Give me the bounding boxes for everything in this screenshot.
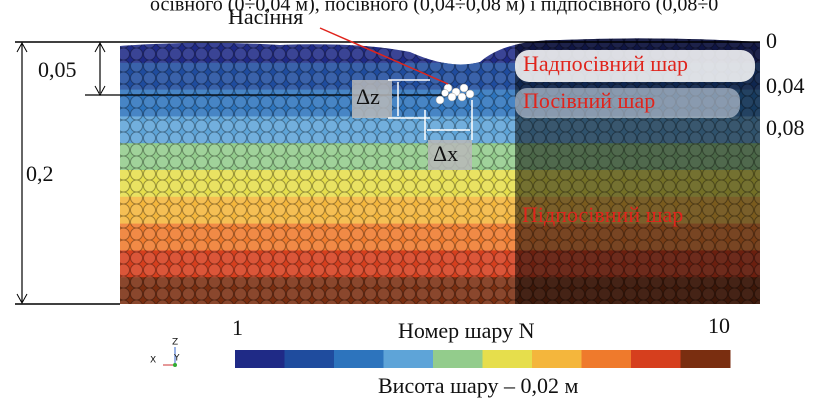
depth-mark: 0 [766, 28, 777, 53]
colorbar-caption: Висота шару – 0,02 м [378, 373, 578, 398]
colorbar-min: 1 [232, 315, 243, 340]
layer-label: Підпосівний шар [522, 202, 683, 227]
dx-label: Δx [433, 141, 458, 166]
colorbar-cell [681, 350, 731, 368]
depth-mark: 0,08 [766, 115, 805, 140]
colorbar-cell [384, 350, 434, 368]
dim-label: 0,05 [38, 57, 77, 82]
dz-label: Δz [356, 84, 380, 109]
axis-label: X [150, 356, 156, 366]
colorbar-title: Номер шару N [398, 318, 535, 343]
colorbar-cell [582, 350, 632, 368]
figure: осівного (0÷0,04 м), посівного (0,04÷0,0… [0, 0, 816, 403]
axes-triad: Z X Y [150, 338, 180, 368]
dim-label: 0,2 [26, 161, 54, 186]
layer-label: Надпосівний шар [523, 51, 688, 76]
colorbar-cell [334, 350, 384, 368]
axis-label: Y [173, 354, 180, 364]
colorbar-cell [285, 350, 335, 368]
colorbar-cell [532, 350, 582, 368]
seed-label: Насіння [228, 4, 303, 29]
colorbar-max: 10 [708, 313, 730, 338]
colorbar-cell [631, 350, 681, 368]
layer-label: Посівний шар [523, 88, 655, 113]
colorbar-cell [433, 350, 483, 368]
depth-mark: 0,04 [766, 73, 805, 98]
colorbar-cell [483, 350, 533, 368]
axis-label: Z [172, 338, 178, 348]
colorbar [235, 350, 731, 368]
colorbar-cell [235, 350, 285, 368]
